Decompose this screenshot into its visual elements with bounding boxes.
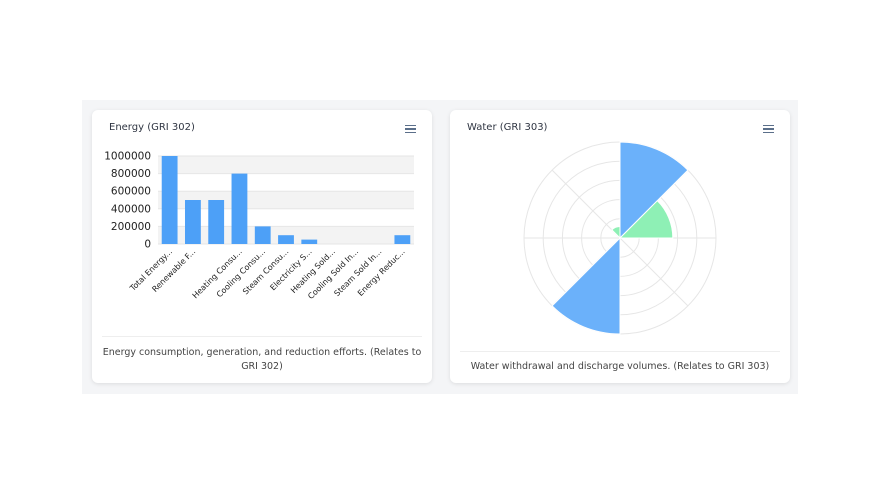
dashboard-area: Energy (GRI 302) 1000000 800000 600000 4000… <box>82 100 798 394</box>
grid-band <box>158 156 414 174</box>
y-tick-label: 800000 <box>111 168 151 180</box>
energy-bar[interactable] <box>301 239 318 244</box>
water-sector[interactable] <box>618 199 674 239</box>
energy-bar[interactable] <box>254 226 271 244</box>
y-tick-label: 0 <box>144 239 151 251</box>
water-sector[interactable] <box>611 225 621 240</box>
energy-card: Energy (GRI 302) 1000000 800000 600000 4000… <box>92 110 432 383</box>
water-sector[interactable] <box>619 141 689 240</box>
energy-card-title: Energy (GRI 302) <box>109 122 195 133</box>
energy-bar[interactable] <box>231 173 248 244</box>
y-tick-label: 200000 <box>111 221 151 233</box>
energy-bar[interactable] <box>278 235 294 244</box>
water-polar-chart <box>523 141 717 335</box>
water-card: Water (GRI 303) Water withdrawal and dis… <box>450 110 790 383</box>
energy-bar[interactable] <box>161 156 178 244</box>
y-tick-label: 1000000 <box>104 151 151 163</box>
y-tick-label: 400000 <box>111 203 151 215</box>
energy-bar[interactable] <box>208 200 225 244</box>
energy-bar[interactable] <box>184 200 201 244</box>
x-tick-label: Renewable F... <box>150 247 197 294</box>
energy-menu-icon[interactable] <box>405 125 416 134</box>
water-divider <box>460 351 780 352</box>
water-menu-icon[interactable] <box>763 125 774 134</box>
polar-grid-spoke <box>551 169 621 239</box>
energy-caption: Energy consumption, generation, and redu… <box>102 347 422 372</box>
y-tick-label: 600000 <box>111 186 151 198</box>
water-card-title: Water (GRI 303) <box>467 122 548 133</box>
water-sector[interactable] <box>551 236 621 335</box>
polar-grid-spoke <box>619 237 689 307</box>
energy-bar[interactable] <box>394 235 411 244</box>
water-caption: Water withdrawal and discharge volumes. … <box>470 361 770 372</box>
energy-divider <box>102 336 422 337</box>
